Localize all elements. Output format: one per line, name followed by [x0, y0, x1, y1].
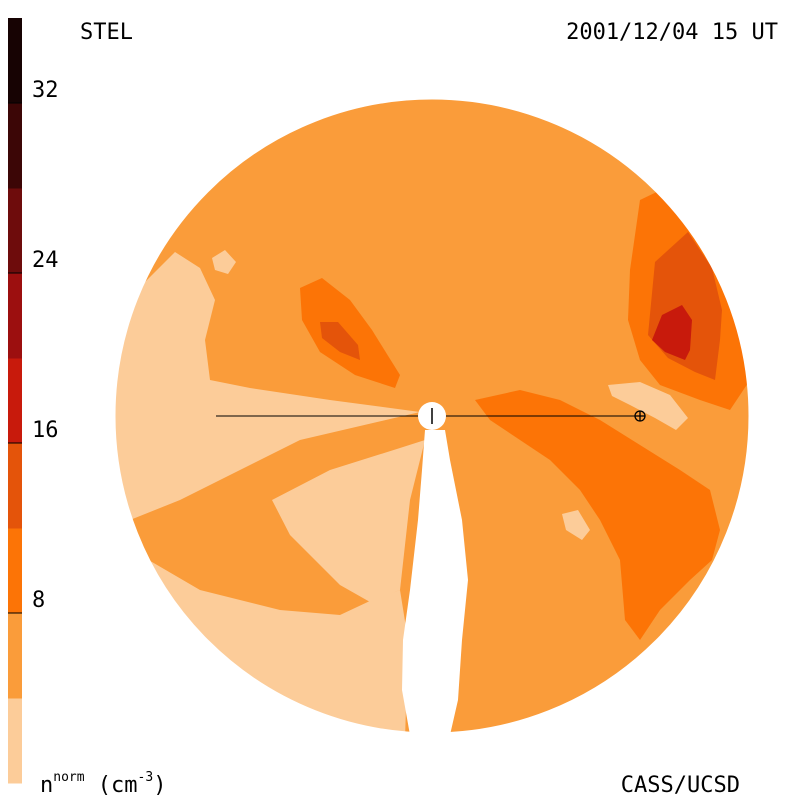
colorbar-segment: [8, 528, 22, 614]
contour-low-west: [115, 252, 420, 520]
data-gap-wedge: [402, 430, 468, 733]
instrument-title: STEL: [80, 20, 133, 45]
colorbar-segment: [8, 188, 22, 274]
colorbar-tick-label: 24: [32, 248, 59, 273]
colorbar: [8, 18, 22, 784]
colorbar-segment: [8, 698, 22, 784]
contour-low-islet: [212, 250, 236, 274]
colorbar-segment: [8, 273, 22, 359]
contour-low-south: [272, 440, 425, 602]
earth-marker: [634, 410, 646, 422]
contour-high-northwest: [320, 322, 360, 360]
contour-peak-northeast: [652, 305, 692, 360]
colorbar-segment: [8, 613, 22, 699]
timestamp-title: 2001/12/04 15 UT: [566, 20, 778, 45]
contour-low-east: [608, 382, 688, 430]
credit-label: CASS/UCSD: [620, 773, 740, 798]
colorbar-segment: [8, 18, 22, 104]
colorbar-tick-label: 16: [32, 418, 59, 443]
colorbar-segment: [8, 103, 22, 189]
colorbar-unit-label: nnorm (cm-3): [40, 770, 167, 798]
colorbar-tick-label: 32: [32, 78, 59, 103]
colorbar-segment: [8, 443, 22, 529]
contour-mid-east: [475, 390, 720, 640]
contour-mid-northwest: [300, 278, 400, 388]
colorbar-segment: [8, 358, 22, 444]
disk-edge: [114, 98, 750, 734]
contour-low-islet-east: [562, 510, 590, 540]
colorbar-tick-label: 8: [32, 588, 46, 613]
